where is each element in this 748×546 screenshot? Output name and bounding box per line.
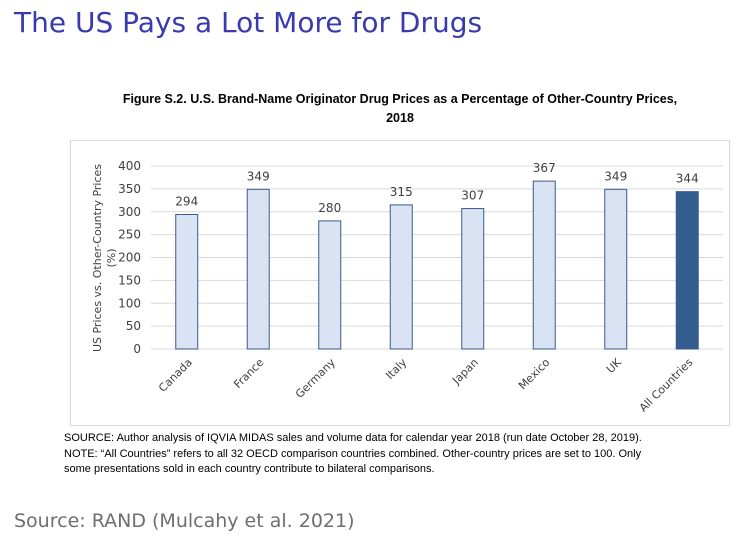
y-axis-title-unit: (%): [105, 248, 118, 267]
figure-title-line2: 2018: [386, 111, 414, 125]
y-tick-label: 250: [118, 228, 141, 242]
figure-title: Figure S.2. U.S. Brand-Name Originator D…: [60, 90, 740, 128]
data-label: 315: [390, 185, 413, 199]
y-tick-label: 0: [133, 342, 141, 356]
data-label: 344: [676, 172, 699, 186]
note-line-continued: some presentations sold in each country …: [64, 463, 435, 475]
data-label: 349: [247, 169, 270, 183]
x-tick-label: Canada: [156, 356, 195, 395]
x-tick-label: All Countries: [637, 356, 696, 415]
data-label: 307: [461, 189, 484, 203]
x-tick-label: France: [231, 356, 266, 391]
y-tick-label: 200: [118, 251, 141, 265]
y-axis-title: US Prices vs. Other-Country Prices: [91, 164, 104, 352]
y-tick-label: 300: [118, 205, 141, 219]
x-tick-label: Japan: [449, 356, 481, 388]
data-label: 280: [318, 201, 341, 215]
bar-chart: 0 50 100 150 200 250 300 350 400 US Prices vs. Ot…: [91, 159, 723, 415]
x-tick-label: Mexico: [516, 356, 553, 393]
note-line: NOTE: “All Countries” refers to all 32 O…: [64, 447, 642, 460]
data-label: 294: [175, 194, 198, 208]
bar: [175, 213, 199, 350]
bar: [389, 204, 413, 350]
figure-title-line1: Figure S.2. U.S. Brand-Name Originator D…: [122, 92, 678, 106]
x-tick-label: UK: [604, 355, 625, 376]
bar: [532, 180, 556, 350]
bar: [461, 208, 485, 350]
data-label: 367: [533, 161, 556, 175]
slide-source: Source: RAND (Mulcahy et al. 2021): [14, 510, 355, 532]
x-tick-label: Italy: [383, 356, 409, 382]
data-label: 349: [604, 169, 627, 183]
bar: [675, 191, 699, 350]
y-tick-label: 150: [118, 273, 141, 287]
slide-title: The US Pays a Lot More for Drugs: [14, 6, 483, 39]
note-source: SOURCE: Author analysis of IQVIA MIDAS s…: [64, 432, 642, 444]
chart-frame: 0 50 100 150 200 250 300 350 400 US Prices vs. Ot…: [70, 140, 730, 426]
x-tick-label: Germany: [293, 356, 338, 401]
bar: [604, 188, 628, 350]
bar: [318, 220, 342, 350]
y-tick-label: 50: [126, 319, 141, 333]
y-tick-label: 100: [118, 296, 141, 310]
y-tick-label: 350: [118, 182, 141, 196]
bar: [246, 188, 270, 350]
y-tick-label: 400: [118, 159, 141, 173]
figure-notes: SOURCE: Author analysis of IQVIA MIDAS s…: [64, 431, 744, 478]
